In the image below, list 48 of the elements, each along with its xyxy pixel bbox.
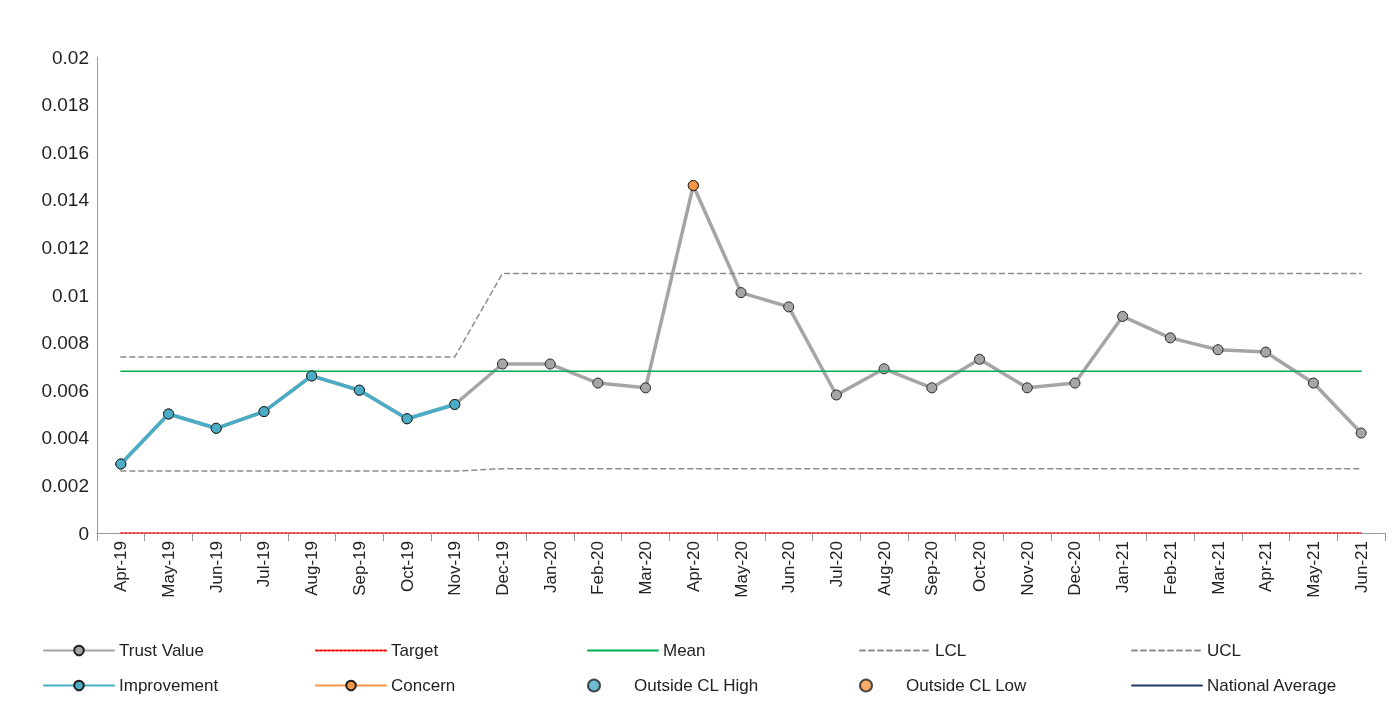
legend-label: Mean xyxy=(663,641,706,660)
x-tick-label: Jul-19 xyxy=(254,541,274,588)
x-tick-label: Oct-20 xyxy=(970,541,990,593)
x-tick-label: Aug-19 xyxy=(302,541,322,596)
x-tick-label: May-19 xyxy=(159,541,179,598)
x-tick-label: May-21 xyxy=(1303,541,1323,598)
legend-label: Outside CL Low xyxy=(906,676,1028,695)
x-tick-label: Mar-21 xyxy=(1208,541,1228,595)
x-tick-label: Nov-19 xyxy=(445,541,465,596)
x-tick-label: Sep-20 xyxy=(922,541,942,596)
legend-label: UCL xyxy=(1207,641,1242,660)
x-tick-label: Apr-21 xyxy=(1256,541,1276,593)
x-tick-label: Mar-20 xyxy=(636,541,656,595)
legend-label: Concern xyxy=(391,676,456,695)
legend-label: Outside CL High xyxy=(634,676,759,695)
y-tick-label: 0.012 xyxy=(41,236,89,258)
x-tick-label: Jun-20 xyxy=(779,541,799,593)
x-tick-label: Jan-21 xyxy=(1113,541,1133,593)
x-tick-label: Jun-21 xyxy=(1351,541,1371,593)
x-tick-label: Dec-19 xyxy=(492,541,512,596)
x-tick-label: Oct-19 xyxy=(397,541,417,593)
y-tick-label: 0.004 xyxy=(41,427,90,449)
legend-label: LCL xyxy=(935,641,967,660)
y-tick-label: 0.006 xyxy=(41,379,89,401)
legend-label: National Average xyxy=(1207,676,1337,695)
y-tick-label: 0 xyxy=(78,522,89,544)
x-tick-label: Nov-20 xyxy=(1017,541,1037,596)
x-tick-label: Apr-19 xyxy=(111,541,131,593)
x-tick-label: Jun-19 xyxy=(206,541,226,593)
legend-label: Target xyxy=(391,641,439,660)
y-tick-label: 0.002 xyxy=(41,474,89,496)
x-tick-label: Feb-21 xyxy=(1160,541,1180,595)
legend-label: Improvement xyxy=(119,676,219,695)
y-tick-label: 0.018 xyxy=(41,94,89,116)
x-tick-label: Apr-20 xyxy=(683,541,703,593)
x-tick-label: Aug-20 xyxy=(874,541,894,596)
y-tick-label: 0.016 xyxy=(41,141,89,163)
x-tick-label: Sep-19 xyxy=(349,541,369,596)
legend-label: Trust Value xyxy=(119,641,205,660)
x-tick-label: May-20 xyxy=(731,541,751,598)
x-tick-label: Jul-20 xyxy=(826,541,846,588)
y-tick-label: 0.01 xyxy=(52,284,89,306)
x-tick-label: Dec-20 xyxy=(1065,541,1085,596)
x-tick-label: Feb-20 xyxy=(588,541,608,595)
x-tick-label: Jan-20 xyxy=(540,541,560,593)
y-tick-label: 0.008 xyxy=(41,332,89,354)
y-tick-label: 0.014 xyxy=(41,189,90,211)
y-tick-label: 0.02 xyxy=(52,46,89,68)
